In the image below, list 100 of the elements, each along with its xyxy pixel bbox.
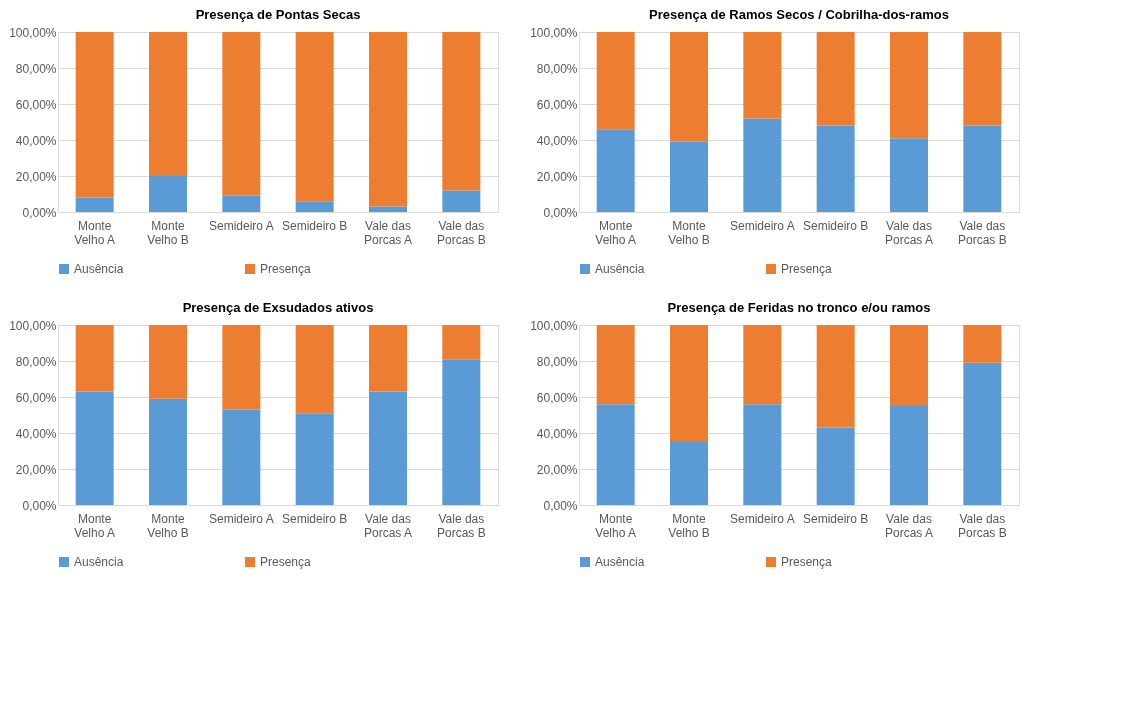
y-tick-label: 0,00%: [543, 205, 578, 220]
x-tick-label: Semideiro A: [208, 218, 274, 233]
bar: [596, 129, 635, 212]
bar: [890, 32, 928, 139]
bar: [369, 391, 407, 505]
y-tick-label: 60,00%: [536, 97, 578, 112]
chart-title: Presença de Feridas no tronco e/ou ramos: [667, 300, 931, 315]
legend-label: Ausência: [595, 555, 645, 569]
y-tick-label: 100,00%: [9, 318, 57, 333]
x-tick-label: Monte Velho B: [147, 218, 189, 247]
x-tick-label: Semideiro B: [802, 218, 869, 233]
bar: [963, 32, 1002, 126]
legend-label: Presença: [781, 262, 833, 276]
x-tick-label: Monte Velho B: [668, 511, 710, 540]
bar: [816, 427, 855, 505]
y-tick-label: 100,00%: [9, 25, 57, 40]
y-tick-label: 0,00%: [22, 498, 57, 513]
x-tick-label: Vale das Porcas A: [363, 511, 413, 540]
chart-title: Presença de Ramos Secos / Cobrilha-dos-ramos: [649, 7, 949, 22]
y-tick-label: 60,00%: [15, 97, 57, 112]
y-tick-label: 80,00%: [15, 61, 57, 76]
x-tick-label: Vale das Porcas A: [884, 511, 934, 540]
y-tick-label: 80,00%: [536, 354, 578, 369]
bar: [670, 442, 708, 505]
x-tick-label: Monte Velho A: [595, 218, 637, 247]
y-tick-label: 100,00%: [530, 25, 578, 40]
bar: [149, 398, 187, 505]
bar: [295, 325, 334, 414]
bar: [295, 32, 334, 202]
bar: [596, 404, 635, 505]
x-tick-label: Monte Velho B: [668, 218, 710, 247]
y-tick-label: 20,00%: [15, 462, 57, 477]
bar: [369, 32, 407, 207]
x-tick-label: Monte Velho B: [147, 511, 189, 540]
bar: [295, 413, 334, 505]
y-tick-label: 40,00%: [536, 133, 578, 148]
bar: [670, 325, 708, 442]
y-tick-label: 40,00%: [15, 426, 57, 441]
bar: [816, 32, 855, 126]
bar: [816, 325, 855, 428]
x-tick-label: Vale das Porcas A: [884, 218, 934, 247]
bar: [743, 118, 782, 212]
x-tick-label: Semideiro A: [729, 218, 795, 233]
x-tick-label: Vale das Porcas A: [363, 218, 413, 247]
x-tick-label: Semideiro A: [208, 511, 274, 526]
x-tick-label: Semideiro B: [281, 218, 348, 233]
bar: [222, 32, 261, 196]
x-tick-label: Vale das Porcas B: [957, 511, 1007, 540]
legend-label: Ausência: [74, 262, 124, 276]
bar: [75, 391, 114, 505]
x-tick-label: Semideiro A: [729, 511, 795, 526]
bar: [743, 32, 782, 119]
y-tick-label: 100,00%: [530, 318, 578, 333]
bar: [75, 197, 114, 212]
x-tick-label: Semideiro B: [802, 511, 869, 526]
legend-label: Presença: [260, 555, 312, 569]
y-tick-label: 20,00%: [15, 169, 57, 184]
bar: [222, 325, 261, 410]
y-tick-label: 20,00%: [536, 462, 578, 477]
bar: [149, 32, 187, 176]
bar: [222, 195, 261, 212]
bar: [295, 201, 334, 212]
bar: [596, 325, 635, 405]
y-tick-label: 60,00%: [536, 390, 578, 405]
bar: [442, 190, 481, 212]
bar: [890, 406, 928, 505]
bar: [75, 325, 114, 392]
x-tick-label: Monte Velho A: [595, 511, 637, 540]
x-tick-label: Monte Velho A: [74, 511, 116, 540]
bar: [963, 125, 1002, 212]
bar: [149, 176, 187, 212]
bar: [963, 325, 1002, 363]
bar: [816, 125, 855, 212]
bar: [670, 141, 708, 212]
bar: [963, 362, 1002, 505]
bar: [369, 325, 407, 392]
y-tick-label: 60,00%: [15, 390, 57, 405]
y-tick-label: 40,00%: [536, 426, 578, 441]
y-tick-label: 80,00%: [536, 61, 578, 76]
bar: [743, 404, 782, 505]
bar: [670, 32, 708, 142]
bar: [222, 409, 261, 505]
bar: [442, 359, 481, 505]
y-tick-label: 80,00%: [15, 354, 57, 369]
bar: [890, 325, 928, 406]
x-tick-label: Vale das Porcas B: [957, 218, 1007, 247]
chart-title: Presença de Exsudados ativos: [182, 300, 374, 315]
bar: [890, 138, 928, 212]
x-tick-label: Vale das Porcas B: [436, 218, 486, 247]
legend-label: Presença: [781, 555, 833, 569]
y-tick-label: 0,00%: [543, 498, 578, 513]
bar: [442, 325, 481, 360]
bar: [442, 32, 481, 191]
x-tick-label: Monte Velho A: [74, 218, 116, 247]
x-tick-label: Semideiro B: [281, 511, 348, 526]
bar: [743, 325, 782, 405]
bar: [596, 32, 635, 130]
legend-label: Ausência: [74, 555, 124, 569]
bar: [149, 325, 187, 399]
x-tick-label: Vale das Porcas B: [436, 511, 486, 540]
